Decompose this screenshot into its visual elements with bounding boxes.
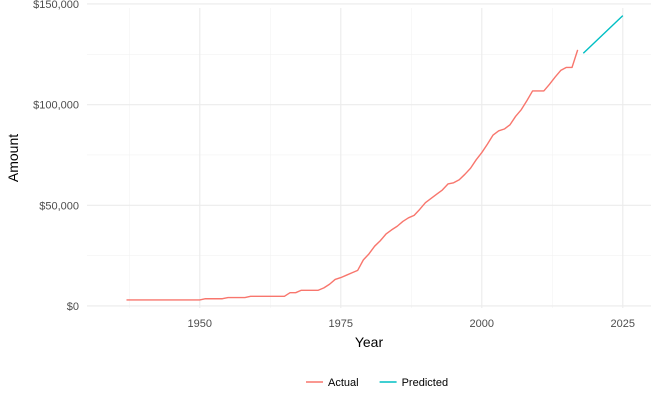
y-tick-label: $0 (67, 301, 79, 313)
x-axis-ticks: 1950 1975 2000 2025 (188, 318, 635, 330)
y-tick-label: $150,000 (33, 0, 79, 11)
legend: Actual Predicted (306, 377, 448, 389)
series-layer (126, 15, 624, 301)
series-line-predicted (582, 15, 624, 54)
x-axis-title: Year (355, 334, 384, 350)
series-line-actual (126, 49, 579, 301)
y-tick-label: $100,000 (33, 100, 79, 112)
x-tick-label: 1950 (188, 318, 212, 330)
x-tick-label: 2025 (611, 318, 635, 330)
y-tick-label: $50,000 (39, 200, 79, 212)
y-axis-title: Amount (5, 134, 21, 182)
legend-item-actual: Actual (306, 377, 359, 389)
legend-label: Predicted (402, 377, 448, 389)
y-axis-ticks: $0 $50,000 $100,000 $150,000 (33, 0, 79, 313)
x-tick-label: 2000 (470, 318, 494, 330)
x-tick-label: 1975 (329, 318, 353, 330)
plot-grid (87, 3, 651, 308)
legend-label: Actual (328, 377, 359, 389)
legend-item-predicted: Predicted (379, 377, 448, 389)
